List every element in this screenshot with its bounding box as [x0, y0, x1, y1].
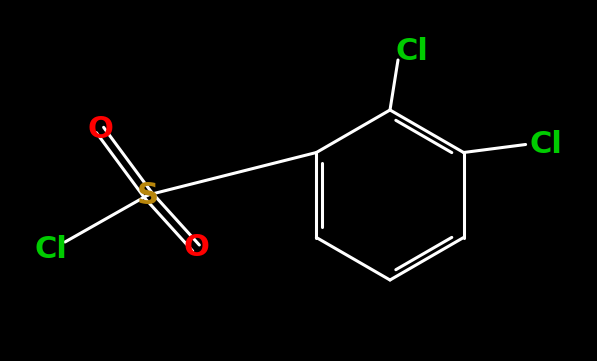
Text: Cl: Cl [35, 235, 67, 265]
Text: O: O [87, 116, 113, 144]
Text: O: O [183, 234, 209, 262]
Text: S: S [137, 180, 159, 209]
Text: Cl: Cl [529, 130, 562, 159]
Text: Cl: Cl [396, 38, 429, 66]
